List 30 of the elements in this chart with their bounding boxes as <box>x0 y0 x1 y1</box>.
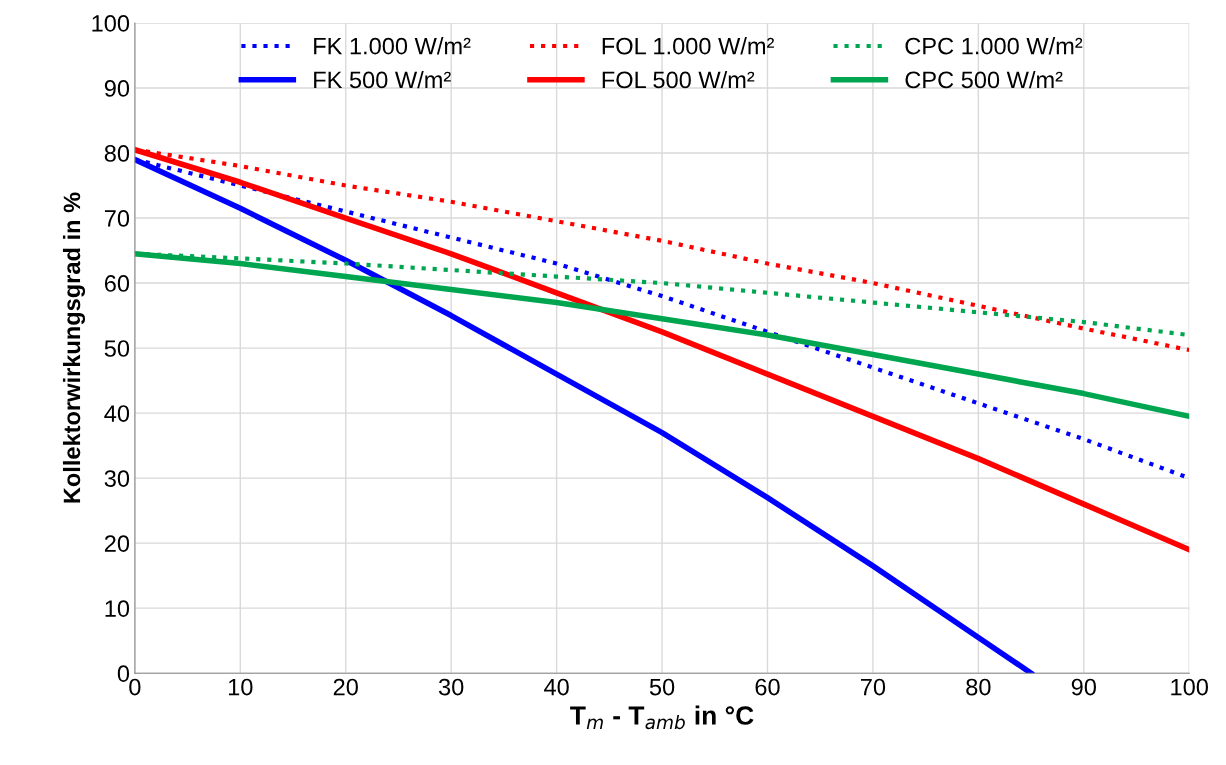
y-tick-label: 70 <box>104 210 130 227</box>
x-tick-label: 100 <box>1171 678 1208 696</box>
x-tick-label: 10 <box>228 678 253 696</box>
x-tick-label: 0 <box>129 678 141 696</box>
legend-label: FOL 500 W/m² <box>602 70 755 89</box>
legend-label: FK 1.000 W/m² <box>314 37 471 55</box>
legend-label: FK 500 W/m² <box>314 70 451 89</box>
y-tick-label: 0 <box>117 665 130 682</box>
x-tick-label: 30 <box>438 678 464 696</box>
x-tick-label: 60 <box>755 678 780 696</box>
x-axis-title: T$_{m}$ - T$_{amb}$ in °C <box>570 705 754 730</box>
y-tick-label: 80 <box>104 145 130 162</box>
x-tick-label: 50 <box>649 678 675 696</box>
y-tick-label: 60 <box>104 275 130 292</box>
y-tick-label: 100 <box>92 15 130 32</box>
y-tick-label: 50 <box>104 340 130 357</box>
y-tick-label: 10 <box>105 600 130 617</box>
x-tick-label: 70 <box>860 678 886 696</box>
y-tick-label: 20 <box>104 535 130 552</box>
y-tick-label: 40 <box>104 405 130 422</box>
legend-label: CPC 1.000 W/m² <box>905 37 1083 55</box>
y-tick-label: 90 <box>104 80 130 97</box>
legend-label: FOL 1.000 W/m² <box>602 37 774 55</box>
x-tick-label: 80 <box>966 678 991 696</box>
legend-label: CPC 500 W/m² <box>905 70 1063 89</box>
x-tick-label: 20 <box>333 678 358 696</box>
y-tick-label: 30 <box>104 470 130 487</box>
y-axis-title: Kollektorwirkungsgrad in % <box>62 192 86 503</box>
x-tick-label: 90 <box>1071 678 1096 696</box>
x-tick-label: 40 <box>544 678 569 696</box>
